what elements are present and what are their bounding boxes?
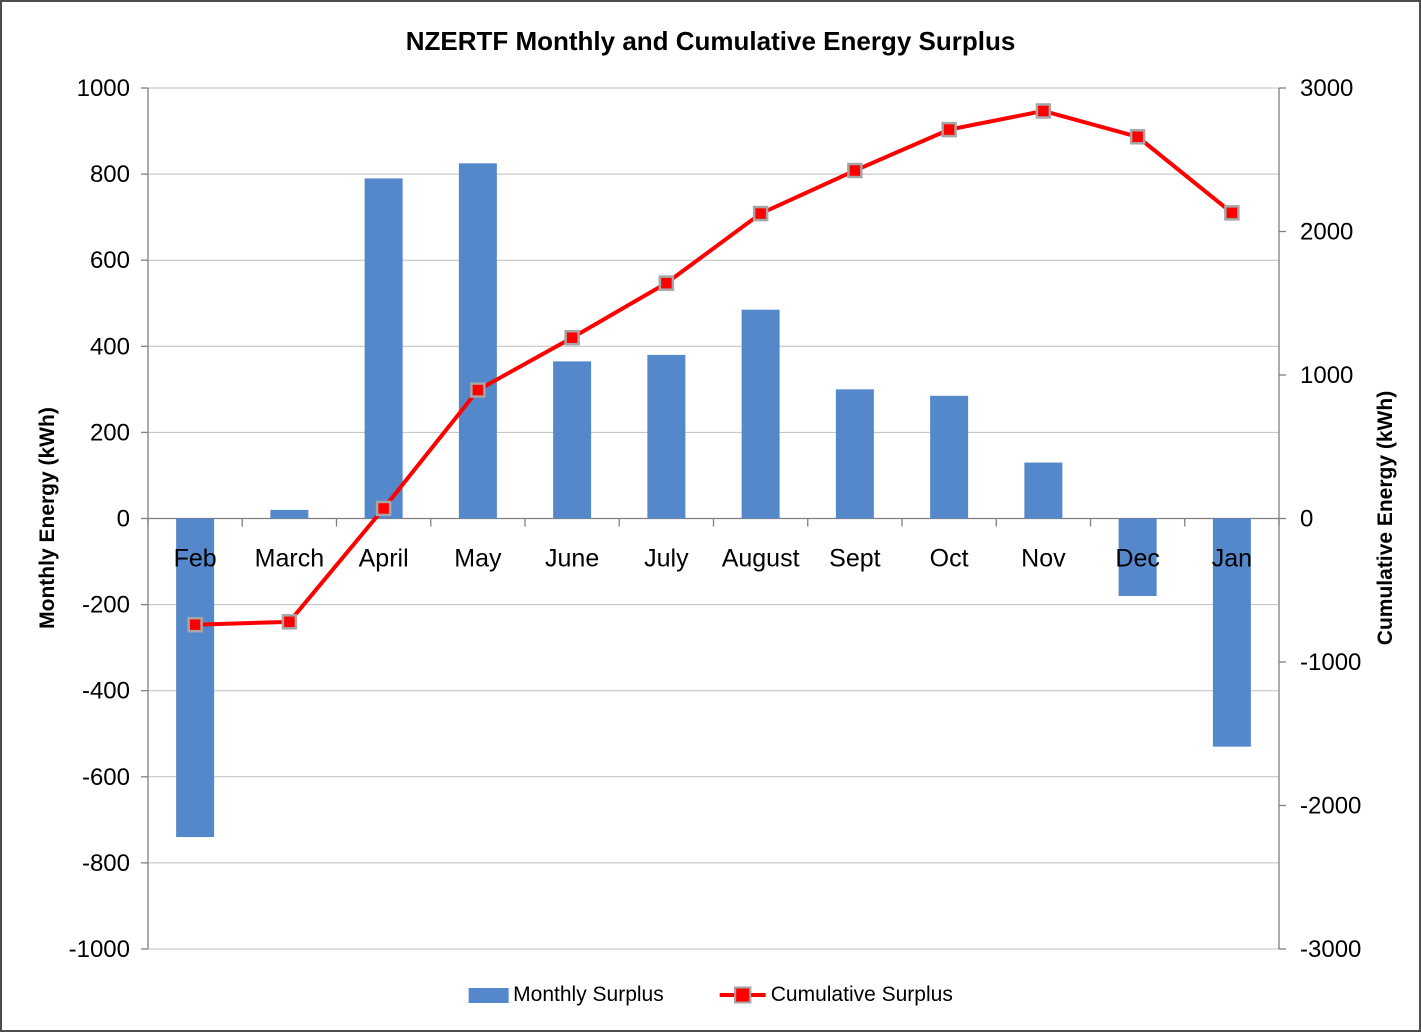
left-axis-tick-label: -400 (82, 678, 130, 705)
bar-jan (1212, 518, 1251, 747)
marker-may (470, 382, 486, 398)
legend-label-monthly-surplus: Monthly Surplus (513, 983, 664, 1006)
monthly-surplus-swatch-icon (468, 987, 509, 1003)
category-label-jan: Jan (1212, 545, 1252, 573)
bar-march (270, 509, 309, 519)
right-axis-tick-label: -3000 (1300, 936, 1361, 963)
bar-nov (1024, 462, 1063, 519)
bar-dec (1118, 518, 1157, 596)
category-label-august: August (722, 545, 800, 573)
bar-august (741, 309, 780, 519)
cumulative-line (195, 108, 1234, 627)
left-axis-tick-label: -600 (82, 764, 130, 791)
category-label-dec: Dec (1115, 545, 1159, 573)
bar-june (553, 361, 592, 519)
left-axis-tick-label: 600 (90, 247, 130, 274)
right-axis-tick-label: -2000 (1300, 793, 1361, 820)
legend: Monthly Surplus Cumulative Surplus (468, 983, 953, 1007)
bar-july (647, 354, 686, 519)
marker-oct (941, 121, 957, 138)
left-axis-tick-label: -1000 (69, 936, 130, 963)
marker-april (375, 500, 392, 517)
bar-april (364, 178, 403, 519)
legend-square-marker (734, 986, 752, 1004)
legend-label-cumulative-surplus: Cumulative Surplus (770, 983, 953, 1006)
right-axis-tick-label: 1000 (1300, 362, 1353, 389)
bar-feb (176, 518, 215, 838)
marker-feb (187, 616, 203, 633)
marker-nov (1035, 103, 1052, 119)
category-label-july: July (644, 545, 689, 573)
marker-dec (1129, 129, 1146, 145)
right-axis-tick-label: 2000 (1300, 219, 1353, 246)
left-axis-tick-label: 800 (90, 161, 130, 188)
cumulative-surplus-swatch-icon (719, 986, 766, 1004)
category-label-oct: Oct (930, 545, 969, 573)
category-label-feb: Feb (174, 545, 217, 573)
left-axis-tick-label: -200 (82, 592, 130, 619)
left-axis-tick-label: 0 (117, 506, 130, 533)
category-label-june: June (545, 545, 599, 573)
right-axis-tick-label: 0 (1300, 506, 1313, 533)
chart-title: NZERTF Monthly and Cumulative Energy Sur… (405, 26, 1016, 56)
left-axis-tick-label: 400 (90, 333, 130, 360)
category-label-nov: Nov (1021, 545, 1066, 573)
right-axis-tick-label: 3000 (1300, 75, 1353, 102)
category-label-sept: Sept (829, 545, 880, 573)
marker-july (658, 275, 675, 291)
bar-may (458, 163, 497, 519)
right-axis-tick-label: -1000 (1300, 649, 1361, 676)
bar-sept (835, 389, 874, 519)
marker-june (564, 329, 580, 346)
category-label-may: May (454, 545, 502, 573)
left-axis-tick-label: -800 (82, 850, 130, 877)
marker-sept (847, 162, 863, 179)
category-label-april: April (359, 545, 409, 573)
legend-item-cumulative-surplus: Cumulative Surplus (719, 983, 953, 1007)
legend-item-monthly-surplus: Monthly Surplus (468, 983, 664, 1007)
marker-august (752, 205, 769, 222)
marker-march (281, 614, 298, 630)
marker-jan (1224, 205, 1240, 221)
category-label-march: March (255, 545, 324, 573)
left-axis-tick-label: 1000 (77, 75, 130, 102)
left-axis-tick-label: 200 (90, 419, 130, 446)
bar-oct (930, 395, 969, 519)
